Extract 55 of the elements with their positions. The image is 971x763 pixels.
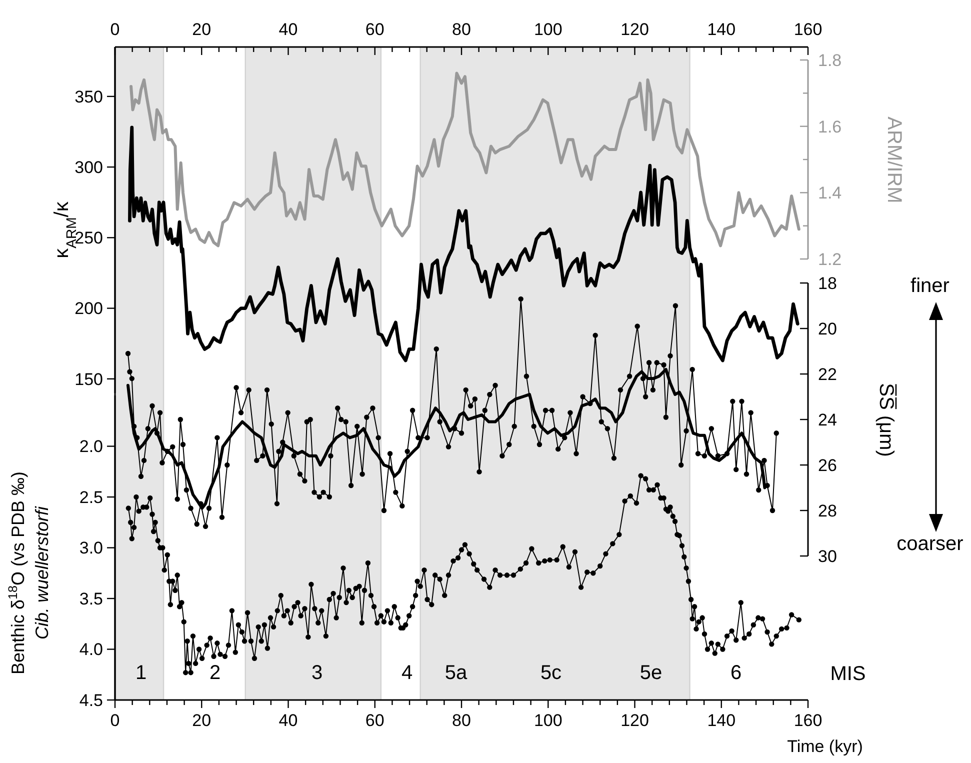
y-tick-label: 3.0: [79, 538, 103, 558]
x-tick-label: 100: [534, 20, 562, 39]
x-tick-label: 160: [794, 20, 822, 39]
y2-tick-label: 26: [818, 456, 837, 475]
x-axis-title: Time (kyr): [787, 737, 863, 756]
y2-tick-label: 1.2: [818, 250, 842, 269]
x-tick-label: 0: [110, 711, 120, 730]
y-tick-label: 4.0: [79, 640, 103, 660]
x-tick-label: 120: [620, 20, 649, 39]
x-tick-label: 40: [278, 711, 298, 730]
line-series: [130, 72, 800, 248]
y2-axis-title: ARM/IRM: [883, 116, 905, 204]
annotation: 5c: [540, 662, 562, 684]
line-series: [128, 126, 800, 362]
y2-tick-label: 1.8: [818, 50, 842, 70]
y-tick-label: 4.5: [79, 690, 103, 710]
y2-tick-label: 18: [818, 274, 837, 293]
text: MIS: [830, 663, 866, 685]
y2-axis-title: S̅S̅ (μm): [875, 383, 897, 457]
y2-tick-label: 22: [818, 364, 837, 384]
y-tick-label: 350: [74, 87, 103, 106]
x-tick-label: 160: [794, 711, 822, 730]
x-tick-label: 80: [452, 20, 471, 39]
y2-tick-label: 24: [818, 410, 837, 430]
y2-tick-label: 20: [818, 319, 837, 338]
y-tick-label: 300: [74, 158, 103, 177]
x-tick-label: 60: [365, 20, 384, 39]
y-tick-label: 2.5: [79, 488, 103, 507]
annotation: 1: [135, 662, 147, 684]
text: finer: [910, 275, 950, 297]
annotation: 6: [730, 662, 742, 684]
y2-tick-label: 1.4: [818, 184, 842, 203]
annotation: 5a: [444, 662, 468, 684]
x-tick-label: 140: [707, 20, 736, 39]
x-tick-label: 40: [278, 20, 298, 39]
annotation: 5e: [640, 662, 662, 684]
y-tick-label: 2.0: [79, 437, 103, 456]
x-tick-label: 20: [192, 711, 212, 730]
text: coarser: [896, 533, 964, 555]
x-tick-label: 120: [620, 711, 649, 730]
y-tick-label: 200: [74, 299, 103, 318]
x-tick-label: 60: [365, 711, 384, 730]
annotation: 2: [209, 662, 221, 684]
annotation: 4: [401, 662, 413, 684]
y2-tick-label: 30: [818, 546, 837, 566]
x-tick-label: 80: [452, 711, 471, 730]
y-tick-label: 150: [74, 370, 103, 389]
y2-tick-label: 1.6: [818, 117, 842, 136]
x-tick-label: 140: [707, 711, 736, 730]
x-tick-label: 100: [534, 711, 562, 730]
x-tick-label: 20: [192, 20, 212, 39]
annotation: 3: [311, 662, 323, 684]
y2-tick-label: 28: [818, 501, 837, 520]
y-tick-label: 3.5: [79, 589, 103, 608]
x-tick-label: 0: [110, 20, 120, 39]
